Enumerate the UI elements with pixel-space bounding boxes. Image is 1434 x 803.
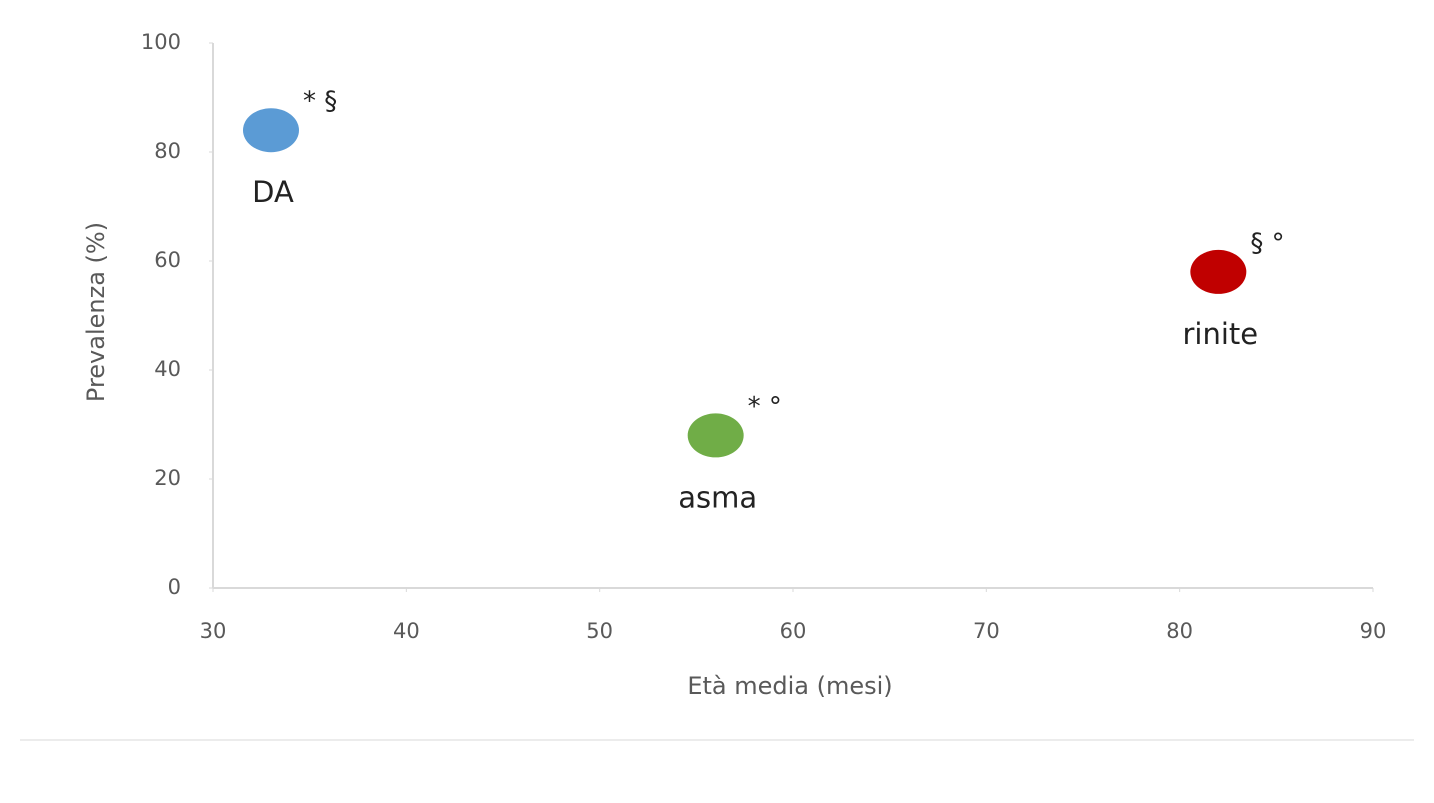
y-tick-label: 20 [154, 466, 181, 490]
point [1190, 250, 1246, 294]
x-axis-title: Età media (mesi) [687, 672, 892, 700]
y-tick-label: 60 [154, 248, 181, 272]
point-label: rinite [1183, 317, 1259, 351]
y-axis-title: Prevalenza (%) [82, 222, 110, 402]
point-label: asma [678, 480, 757, 514]
point [688, 413, 744, 457]
x-tick-label: 70 [973, 619, 1000, 643]
y-tick-label: 100 [141, 30, 181, 54]
x-tick-label: 40 [393, 619, 420, 643]
x-tick-label: 80 [1166, 619, 1193, 643]
x-tick-label: 50 [586, 619, 613, 643]
point-annotation: * ° [748, 392, 782, 422]
y-tick-label: 0 [168, 575, 181, 599]
x-tick-label: 60 [780, 619, 807, 643]
point-label: DA [252, 175, 294, 209]
chart: Età media (mesi) Prevalenza (%) 0 20 40 60 8… [0, 0, 1434, 803]
point [243, 108, 299, 152]
x-tick-label: 90 [1360, 619, 1387, 643]
y-tick-label: 40 [154, 357, 181, 381]
y-tick-label: 80 [154, 139, 181, 163]
point-annotation: * § [303, 87, 337, 117]
x-tick-label: 30 [200, 619, 227, 643]
point-annotation: § ° [1250, 228, 1284, 258]
